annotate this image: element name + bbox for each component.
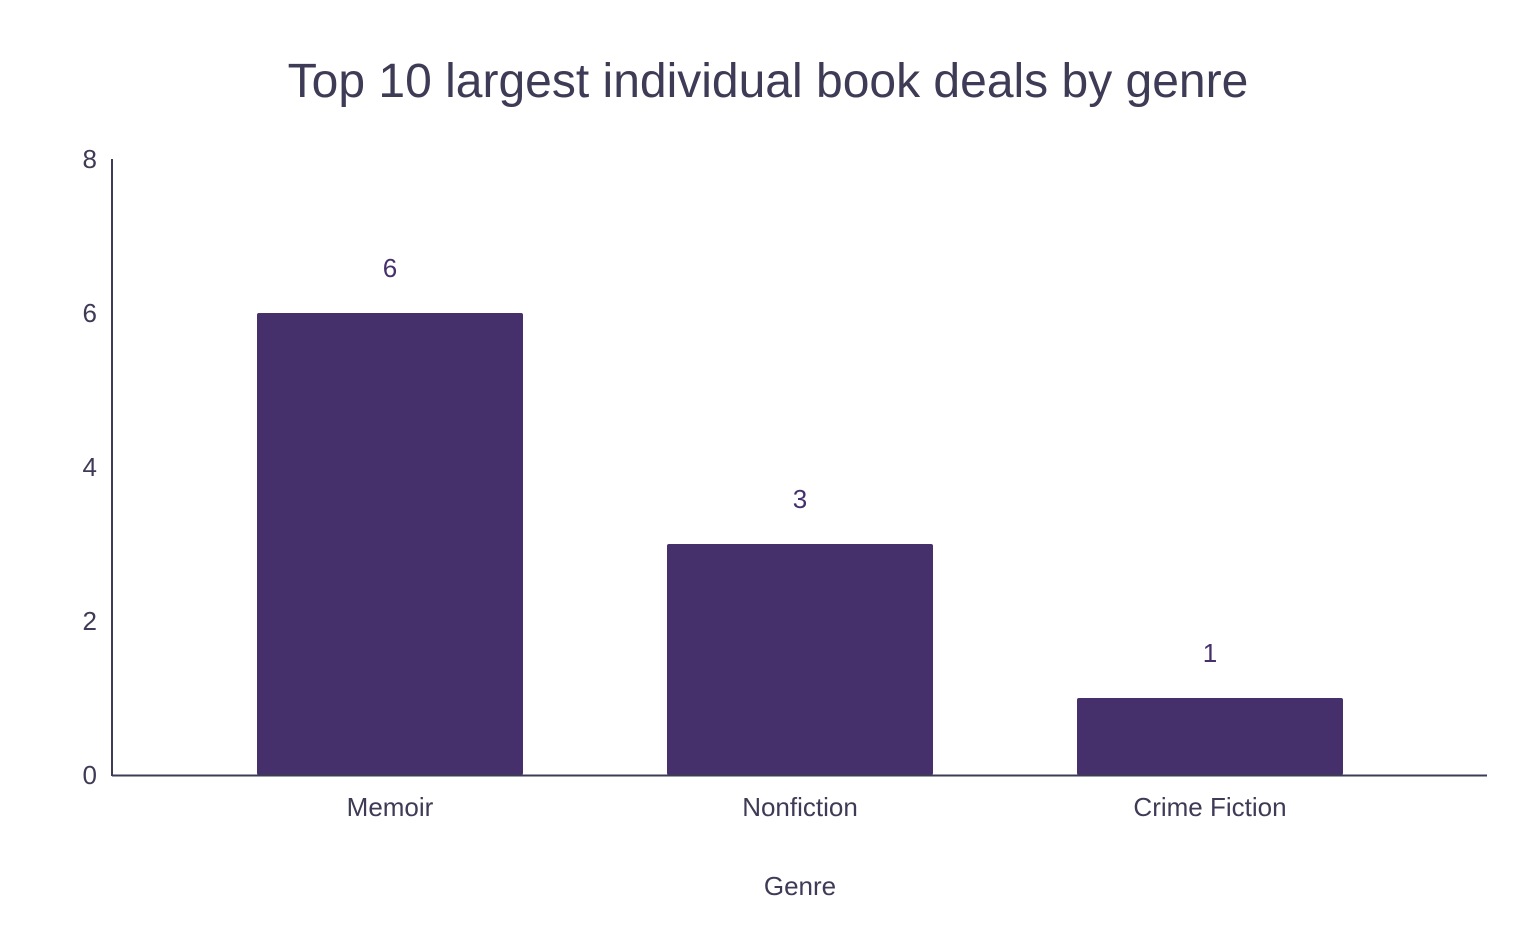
bar-memoir (257, 313, 523, 775)
x-tick-label: Memoir (347, 792, 434, 822)
y-tick-label: 4 (83, 452, 97, 482)
y-tick-label: 6 (83, 298, 97, 328)
x-tick-label: Crime Fiction (1133, 792, 1286, 822)
y-tick-label: 0 (83, 760, 97, 790)
y-tick-label: 2 (83, 606, 97, 636)
y-tick-label: 8 (83, 144, 97, 174)
bar-crime-fiction (1077, 698, 1343, 775)
x-tick-label: Nonfiction (742, 792, 858, 822)
x-axis-label: Genre (764, 871, 836, 901)
data-label: 1 (1203, 638, 1217, 668)
bar-nonfiction (667, 544, 933, 775)
data-label: 3 (793, 484, 807, 514)
chart-title: Top 10 largest individual book deals by … (288, 55, 1249, 108)
data-label: 6 (383, 253, 397, 283)
